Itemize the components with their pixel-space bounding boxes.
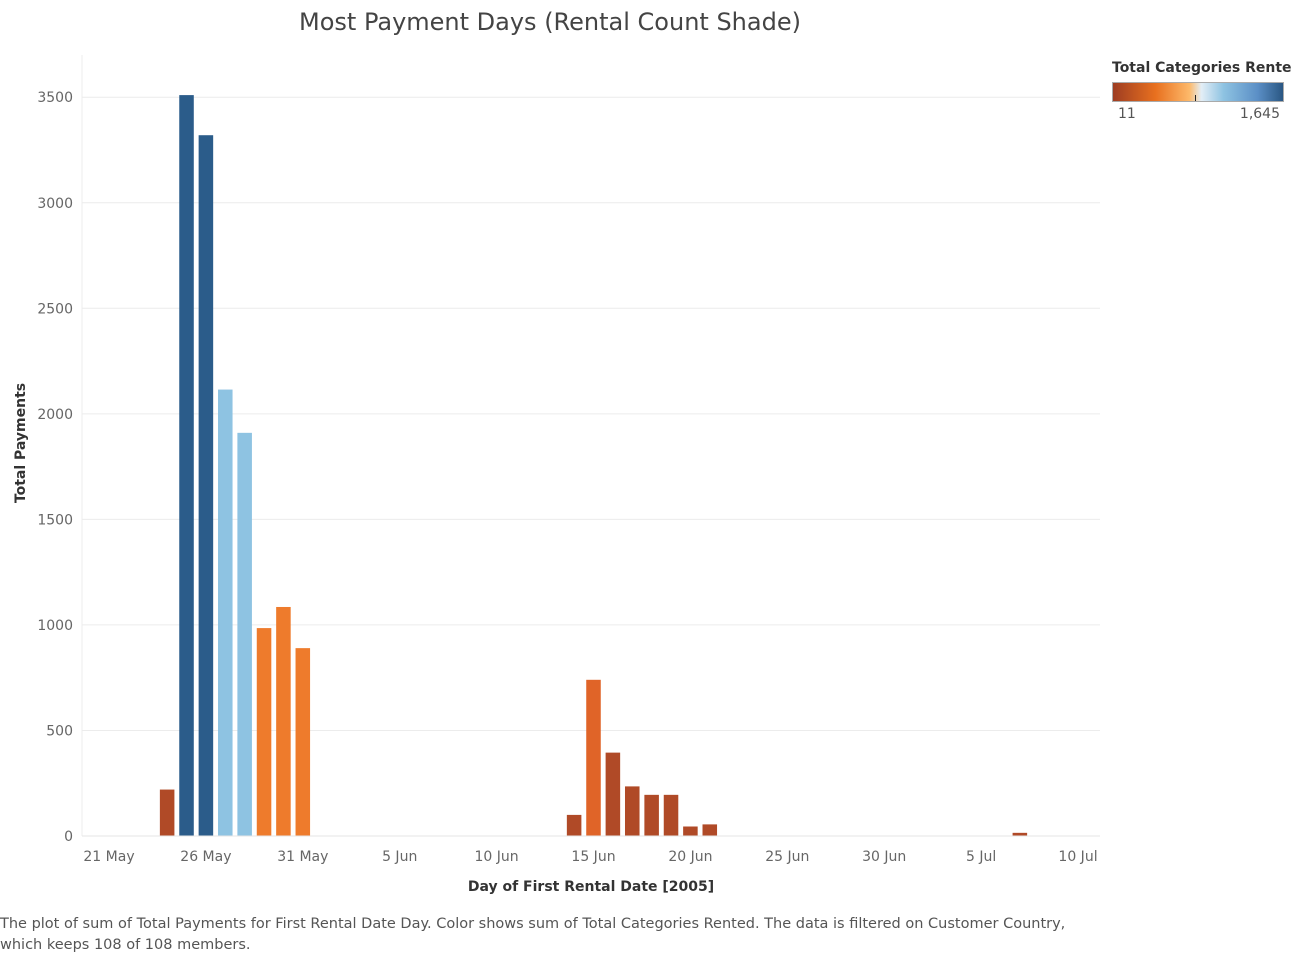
bar[interactable]	[179, 95, 194, 836]
bar[interactable]	[256, 628, 272, 836]
legend-color-ramp	[1112, 82, 1284, 102]
x-tick-label: 31 May	[277, 849, 328, 865]
y-tick-label: 1500	[37, 512, 73, 528]
y-tick-label: 2000	[37, 407, 73, 423]
y-tick-label: 3000	[37, 196, 73, 212]
x-tick-label: 30 Jun	[862, 849, 906, 865]
x-tick-label: 10 Jul	[1058, 849, 1097, 865]
x-tick-label: 26 May	[180, 849, 231, 865]
bar[interactable]	[586, 679, 601, 836]
chart-caption: The plot of sum of Total Payments for Fi…	[0, 916, 1066, 953]
bar[interactable]	[683, 826, 698, 836]
color-legend: Total Categories Rented 11 1,645	[1112, 60, 1292, 122]
bar[interactable]	[237, 432, 252, 836]
y-axis-title: Total Payments	[13, 383, 29, 503]
bar[interactable]	[605, 752, 621, 836]
bar[interactable]	[702, 824, 718, 836]
x-tick-label: 20 Jun	[668, 849, 712, 865]
y-tick-label: 2500	[37, 301, 73, 317]
legend-title: Total Categories Rented	[1112, 60, 1292, 76]
x-axis-title: Day of First Rental Date [2005]	[468, 879, 714, 895]
bar[interactable]	[198, 135, 214, 836]
y-tick-label: 3500	[37, 90, 73, 106]
chart-title: Most Payment Days (Rental Count Shade)	[299, 8, 801, 36]
bar[interactable]	[663, 794, 679, 836]
x-axis-ticks: 21 May 26 May 31 May 5 Jun 10 Jun 15 Jun 20 Ju…	[83, 849, 1097, 865]
y-tick-label: 1000	[37, 618, 73, 634]
bar[interactable]	[624, 786, 640, 836]
bar[interactable]	[566, 814, 582, 836]
legend-min-label: 11	[1118, 106, 1136, 122]
bar[interactable]	[1012, 832, 1028, 836]
y-axis-ticks: 0 500 1000 1500 2000 2500 3000 3500	[37, 90, 73, 845]
legend-marker	[1195, 95, 1196, 101]
y-tick-label: 0	[64, 829, 73, 845]
bar-chart: 0 500 1000 1500 2000 2500 3000 3500 21 May 26 Ma…	[13, 55, 1100, 895]
x-tick-label: 25 Jun	[765, 849, 809, 865]
bar[interactable]	[644, 794, 659, 836]
bar[interactable]	[295, 648, 311, 836]
x-tick-label: 15 Jun	[571, 849, 615, 865]
bar[interactable]	[218, 389, 233, 836]
bar[interactable]	[159, 789, 175, 836]
x-tick-label: 5 Jul	[966, 849, 996, 865]
bar[interactable]	[276, 606, 291, 836]
legend-max-label: 1,645	[1239, 106, 1280, 122]
y-tick-label: 500	[46, 723, 73, 739]
x-tick-label: 5 Jun	[382, 849, 417, 865]
bars	[159, 95, 1028, 836]
x-tick-label: 10 Jun	[475, 849, 519, 865]
x-tick-label: 21 May	[83, 849, 134, 865]
